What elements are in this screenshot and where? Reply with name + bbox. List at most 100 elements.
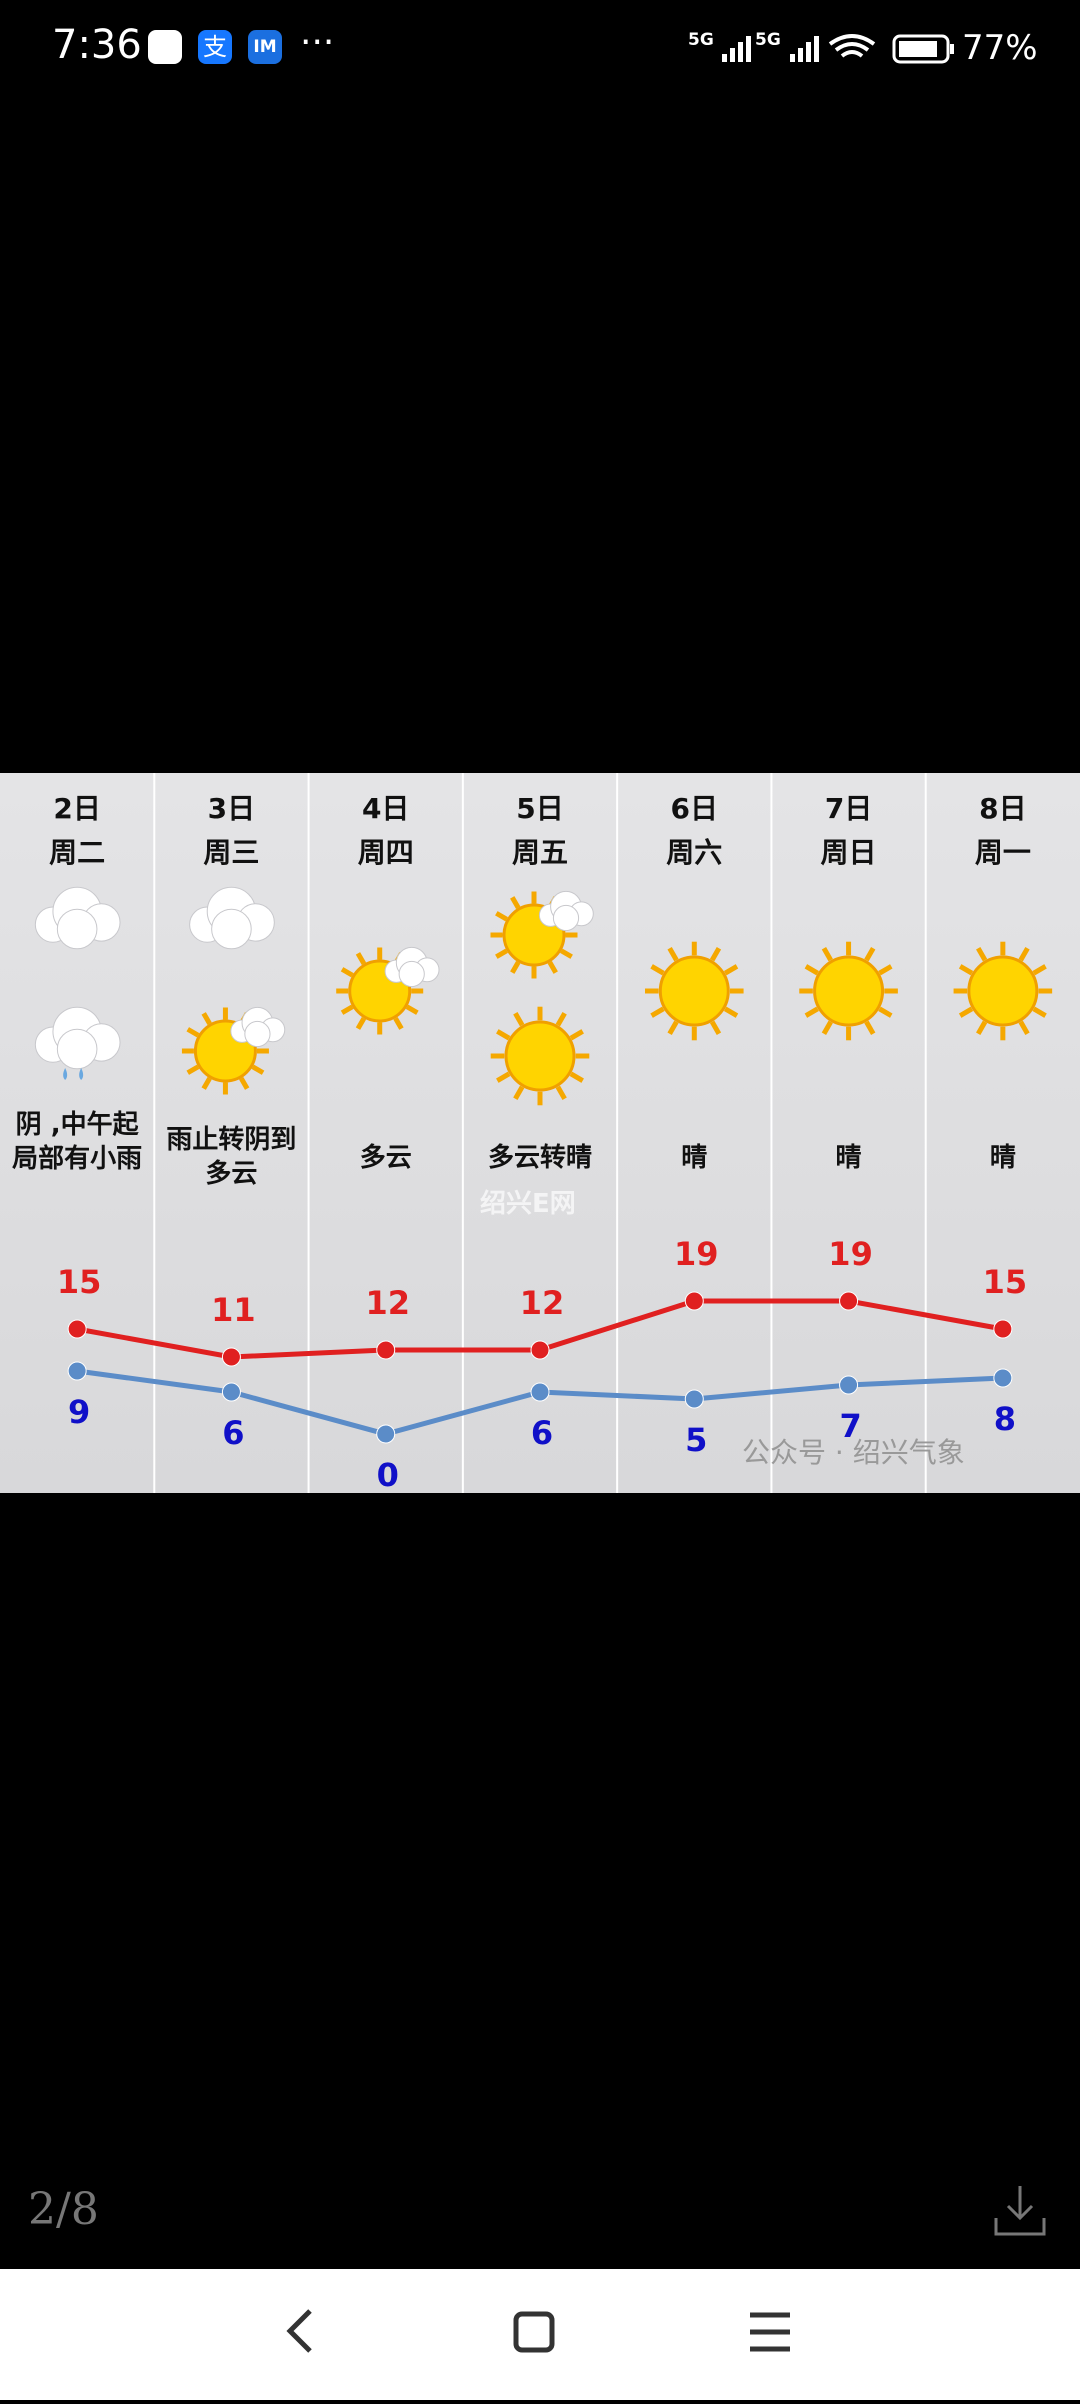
sun-ray — [496, 1071, 511, 1083]
high-label: 12 — [365, 1284, 410, 1322]
sun-ray — [186, 1027, 200, 1038]
sun-disc — [967, 955, 1039, 1027]
network-label: 5G — [755, 30, 781, 50]
forecast-chart: 15 11 12 12 19 19 15 9 6 0 6 5 7 8 — [34, 773, 1053, 1493]
high-label: 15 — [57, 1263, 102, 1301]
sun-ray — [667, 1020, 679, 1035]
sun-ray — [864, 947, 876, 962]
sun-ray — [804, 964, 819, 976]
sun-ray — [186, 1064, 200, 1075]
sun-ray — [569, 1071, 584, 1083]
sun-ray — [560, 948, 573, 959]
high-label: 19 — [828, 1235, 873, 1273]
sun-ray — [667, 947, 679, 962]
sun-ray — [251, 1064, 265, 1075]
sun-ray — [650, 1006, 665, 1018]
sun-ray — [510, 896, 521, 909]
sun-ray — [1032, 1006, 1047, 1018]
sun-ray — [1018, 1020, 1030, 1035]
clock: 7:36 — [52, 22, 142, 68]
sun-disc — [504, 1020, 576, 1092]
more-icon: ··· — [300, 22, 335, 63]
app-icon: IM — [248, 30, 282, 64]
cloud-puff — [398, 960, 425, 988]
cloud-puff — [56, 1028, 98, 1070]
sun-ray — [555, 1085, 567, 1100]
sun-ray — [355, 1017, 367, 1030]
low-point — [684, 1389, 704, 1409]
sun-ray — [976, 1020, 988, 1035]
weather-desc: 多云 — [359, 1143, 412, 1173]
weather-desc: 晴 — [835, 1143, 862, 1173]
weekday-label: 周一 — [974, 836, 1031, 869]
weather-desc: 阴 ,中午起局部有小雨 — [12, 1110, 143, 1174]
home-button[interactable] — [513, 2311, 555, 2353]
weather-desc: 晴 — [989, 1143, 1016, 1173]
sun-icon — [490, 1006, 590, 1106]
cloud-icon — [34, 1006, 121, 1070]
low-point — [221, 1382, 241, 1402]
sun-ray — [878, 1006, 893, 1018]
date-label: 4日 — [361, 792, 410, 825]
sun-ray — [495, 911, 508, 922]
sun-ray — [405, 1004, 419, 1015]
sun-ray — [1018, 947, 1030, 962]
status-icons — [722, 34, 954, 64]
weekday-label: 周五 — [511, 836, 568, 869]
low-label: 5 — [685, 1421, 707, 1459]
sun-ray — [804, 1006, 819, 1018]
sun-ray — [958, 964, 974, 976]
weekday-label: 周日 — [820, 836, 877, 869]
back-button[interactable] — [286, 2309, 312, 2353]
low-point — [839, 1375, 859, 1395]
sun-ray — [201, 1077, 212, 1090]
cloud-puff — [211, 908, 252, 950]
low-point — [376, 1424, 396, 1444]
high-point — [530, 1340, 550, 1360]
weekday-label: 周二 — [49, 836, 106, 869]
date-label: 7日 — [824, 792, 873, 825]
sun-ray — [547, 961, 558, 974]
sun-ray — [340, 1004, 354, 1015]
sun-ray — [340, 967, 354, 978]
weekday-label: 周六 — [666, 836, 723, 869]
sun-icon — [953, 941, 1053, 1041]
page-indicator: 2/8 — [28, 2184, 99, 2235]
sun-ray — [513, 1012, 525, 1027]
low-label: 8 — [994, 1400, 1016, 1438]
high-point — [376, 1340, 396, 1360]
low-label: 7 — [839, 1407, 861, 1445]
weather-desc: 多云转晴 — [487, 1143, 592, 1173]
sun-ray — [201, 1012, 212, 1025]
sun-ray — [821, 947, 833, 962]
high-point — [684, 1291, 704, 1311]
high-point — [839, 1291, 859, 1311]
low-label: 9 — [68, 1393, 90, 1431]
network-label: 5G — [688, 30, 714, 50]
weekday-label: 周四 — [357, 836, 414, 869]
cloud-puff — [244, 1020, 271, 1048]
forecast-image: 15 11 12 12 19 19 15 9 6 0 6 5 7 8 绍兴E网 公众号 · 绍兴气象 2日… — [0, 773, 1080, 1493]
sun-disc — [658, 955, 730, 1027]
sun-ray — [864, 1020, 876, 1035]
date-label: 2日 — [53, 792, 101, 825]
watermark: 公众号 · 绍兴气象 — [742, 1436, 965, 1469]
rain-drop — [63, 1068, 68, 1080]
sun-icon — [644, 941, 744, 1041]
menu-button[interactable] — [750, 2312, 790, 2352]
sun-ray — [958, 1006, 974, 1018]
nav-icons — [286, 2309, 790, 2353]
high-point — [67, 1319, 87, 1339]
cloud-icon — [538, 890, 594, 932]
sun-ray — [569, 1029, 584, 1041]
sun-ray — [555, 1012, 567, 1027]
sun-ray — [393, 1017, 404, 1030]
sun-ray — [878, 964, 893, 976]
download-button[interactable] — [990, 2180, 1050, 2240]
sun-ray — [723, 964, 739, 976]
weekday-label: 周三 — [203, 836, 260, 869]
low-label: 6 — [531, 1414, 553, 1452]
date-label: 6日 — [670, 792, 719, 825]
nav-bar — [0, 2269, 1080, 2400]
